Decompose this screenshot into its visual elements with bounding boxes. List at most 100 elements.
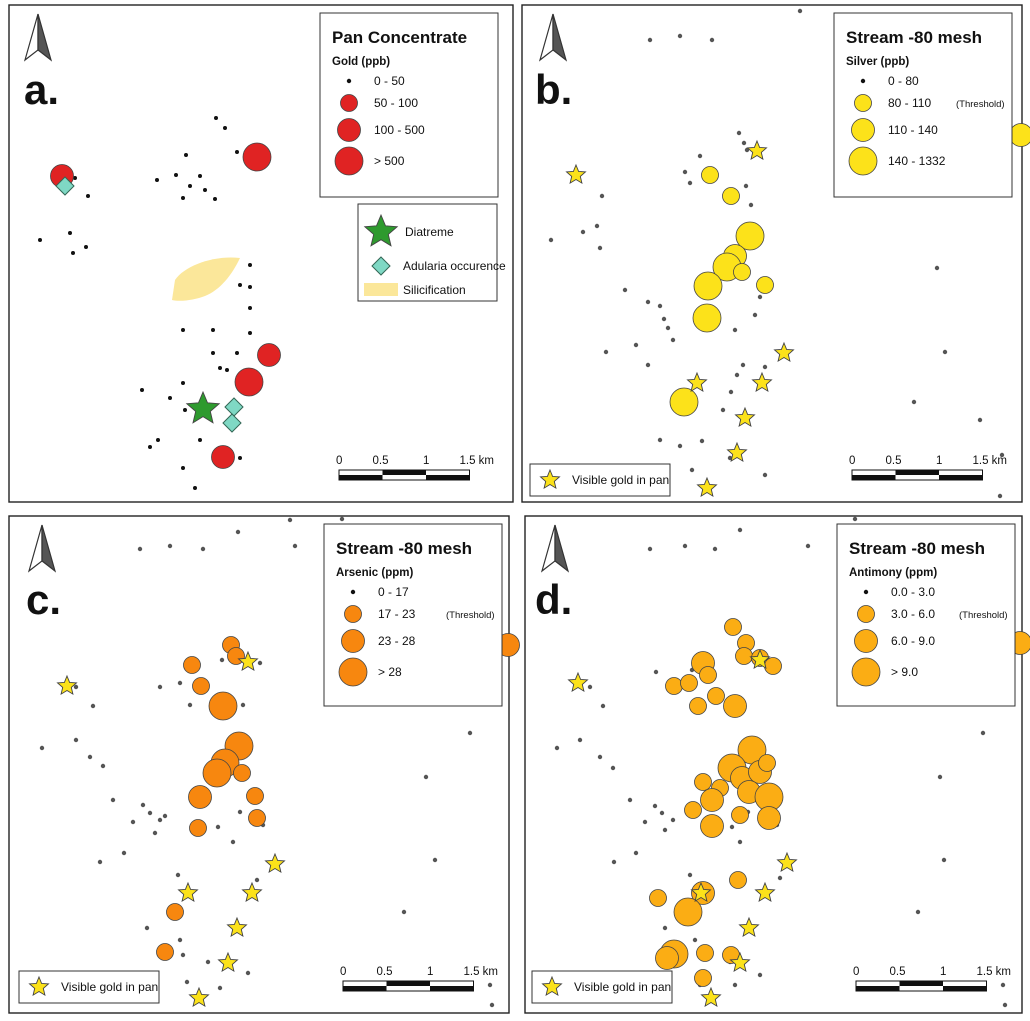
- sample-point-low: [140, 802, 146, 808]
- sample-point-low: [230, 839, 236, 845]
- sample-point-class-1: [729, 871, 747, 889]
- legend: Stream -80 mesh Silver (ppb) 0 - 80 80 - 11…: [529, 12, 1013, 497]
- sample-point-class-1: [764, 657, 782, 675]
- visible-gold-star-icon: [226, 916, 248, 938]
- visible-gold-star-icon: [264, 852, 286, 874]
- scale-label: 0: [853, 966, 859, 978]
- sample-point-low: [692, 937, 698, 943]
- sample-point-low: [577, 737, 583, 743]
- legend-symbol-class-2: [337, 118, 361, 142]
- sample-point-class-1: [156, 943, 174, 961]
- sample-point-low: [200, 546, 206, 552]
- panel-a-gold-pan-concentrate: a. Pan Concentrate Gold (ppb) 0 - 50 50 - 1…: [8, 4, 514, 503]
- legend-title: Stream -80 mesh: [846, 28, 982, 47]
- scale-label: 0: [336, 455, 342, 467]
- sample-point-low: [659, 810, 665, 816]
- sample-point-low: [748, 202, 754, 208]
- scale-bar-segment: [895, 470, 939, 475]
- legend-symbol-class-1: [340, 94, 358, 112]
- sample-point-low: [603, 349, 609, 355]
- sample-point-low: [653, 669, 659, 675]
- sample-point-low: [670, 817, 676, 823]
- panel-d-antimony-stream: d. Stream -80 mesh Antimony (ppm) 0.0 - 3.…: [524, 515, 1030, 1014]
- scale-bar-segment: [856, 986, 900, 991]
- legend-symbol-class-0: [346, 78, 352, 84]
- legend-title: Pan Concentrate: [332, 28, 467, 47]
- sample-point-class-1: [701, 166, 719, 184]
- sample-point-low: [198, 438, 202, 442]
- scale-label: 1.5 km: [973, 455, 1008, 467]
- legend-symbol-class-3: [334, 146, 364, 176]
- sample-point-low: [203, 188, 207, 192]
- sample-point-low: [610, 765, 616, 771]
- visible-gold-star-icon: [696, 476, 718, 498]
- legend-symbol-class-2: [851, 118, 875, 142]
- sample-point-low: [188, 184, 192, 188]
- legend-symbol-class-1: [344, 605, 362, 623]
- visible-gold-star-icon: [567, 671, 589, 693]
- sample-point-low: [737, 839, 743, 845]
- scale-bar: 0 0.5 1 1.5 km: [853, 966, 1012, 992]
- sample-point-low: [240, 702, 246, 708]
- sample-point-low: [762, 472, 768, 478]
- sample-point-low: [152, 830, 158, 836]
- visible-gold-star-icon: [539, 468, 561, 490]
- sample-point-class-1: [731, 806, 749, 824]
- sample-point-low: [181, 328, 185, 332]
- scale-label: 0.5: [890, 966, 906, 978]
- sample-point-low: [937, 774, 943, 780]
- sample-point-class-3: [693, 271, 723, 301]
- sample-point-low: [110, 797, 116, 803]
- panel-letter: c.: [26, 576, 61, 623]
- legend-class-label: > 28: [378, 665, 402, 679]
- sample-point-low: [215, 824, 221, 830]
- sample-point-low: [1000, 982, 1006, 988]
- legend-threshold-note: (Threshold): [956, 99, 1005, 110]
- sample-point-low: [71, 251, 75, 255]
- visible-gold-star-icon: [565, 163, 587, 185]
- sample-point-low: [38, 238, 42, 242]
- adularia-diamond-icon: [371, 256, 391, 276]
- sample-point-low: [611, 859, 617, 865]
- visible-gold-star-icon: [56, 674, 78, 696]
- sample-point-class-1: [699, 666, 717, 684]
- sample-point-low: [184, 979, 190, 985]
- sample-point-class-1: [707, 687, 725, 705]
- sample-point-low: [852, 516, 858, 522]
- sample-point-class-1: [694, 969, 712, 987]
- sample-point-class-1: [694, 773, 712, 791]
- sample-point-low: [599, 193, 605, 199]
- sample-point-class-2: [723, 694, 747, 718]
- sample-point-low: [752, 312, 758, 318]
- sample-point-low: [645, 299, 651, 305]
- sample-point-class-3: [202, 758, 232, 788]
- legend-symbol-class-2: [854, 629, 878, 653]
- scale-label: 0.5: [886, 455, 902, 467]
- sample-point-low: [183, 408, 187, 412]
- visible-gold-star-icon: [734, 406, 756, 428]
- scale-bar-segment: [426, 475, 470, 480]
- adularia-diamond-icon: [55, 176, 75, 196]
- sample-point-low: [736, 130, 742, 136]
- scale-bar: 0 0.5 1 1.5 km: [849, 455, 1008, 481]
- sample-point-low: [1002, 1002, 1008, 1008]
- legend-class-label: 0 - 50: [374, 74, 405, 88]
- legend-class-label: 0 - 17: [378, 585, 409, 599]
- sample-point-low: [86, 194, 90, 198]
- visible-gold-label: Visible gold in pan: [61, 980, 158, 994]
- sample-point-low: [245, 970, 251, 976]
- sample-point-low: [762, 364, 768, 370]
- legend-title: Stream -80 mesh: [849, 539, 985, 558]
- scale-label: 1.5 km: [977, 966, 1012, 978]
- diatreme-star-icon: [185, 390, 221, 424]
- sample-point-low: [487, 982, 493, 988]
- legend-class-label: 6.0 - 9.0: [891, 634, 935, 648]
- sample-point-low: [805, 543, 811, 549]
- panel-letter: a.: [24, 66, 59, 113]
- sample-point-class-1: [735, 647, 753, 665]
- scale-label: 0.5: [373, 455, 389, 467]
- visible-gold-star-icon: [28, 975, 50, 997]
- sample-point-low: [699, 438, 705, 444]
- scale-bar-segment: [852, 475, 896, 480]
- sample-point-low: [257, 660, 263, 666]
